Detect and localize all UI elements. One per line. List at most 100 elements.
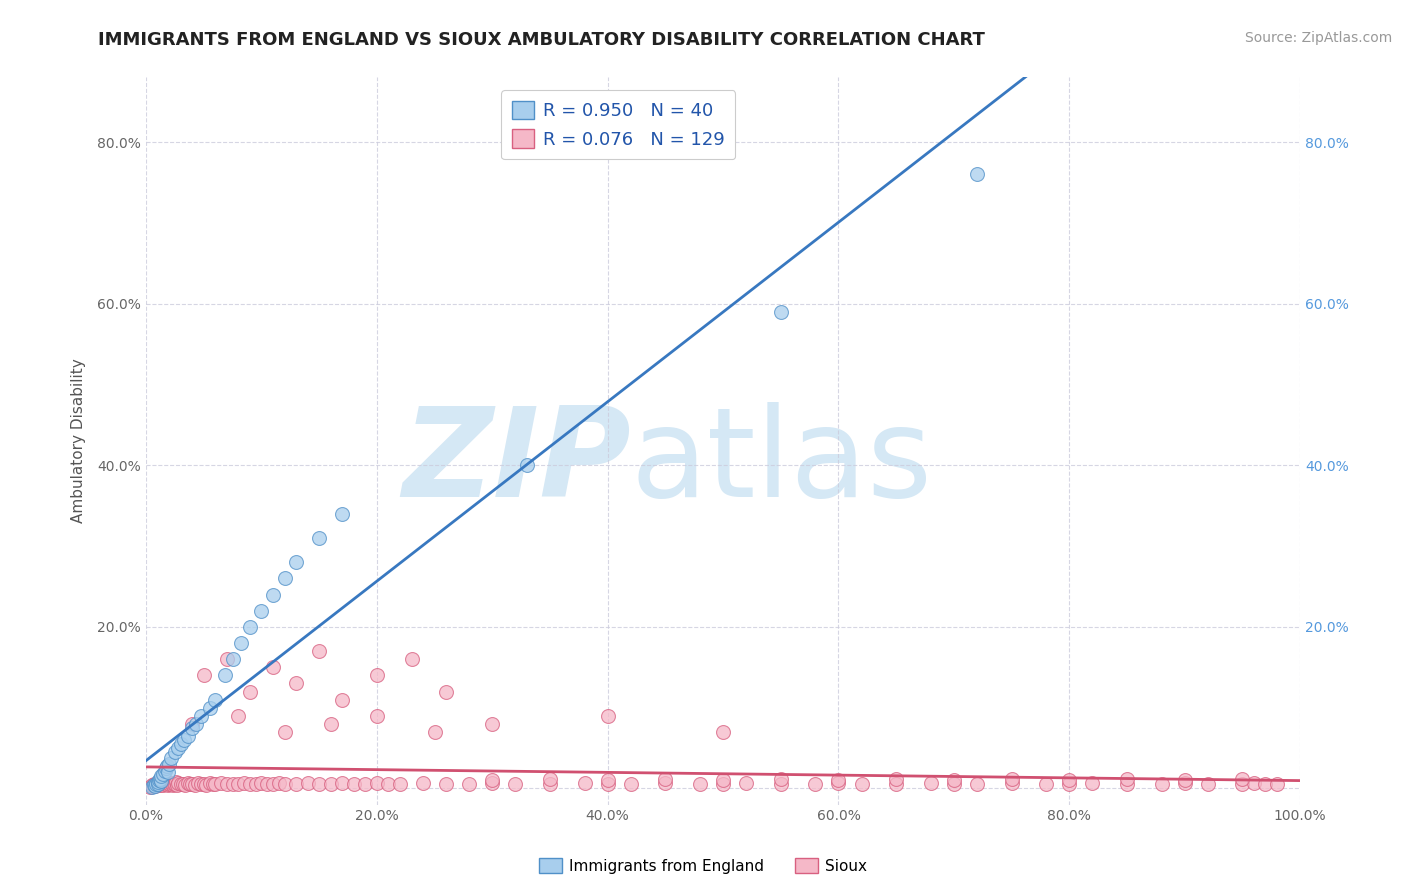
Point [1265, 777, 1288, 791]
Point [516, 458, 538, 473]
Point [388, 777, 411, 791]
Point [1035, 776, 1057, 790]
Point [165, 775, 187, 789]
Point [620, 777, 643, 791]
Point [942, 776, 965, 790]
Point [239, 684, 262, 698]
Point [966, 777, 988, 791]
Point [1000, 772, 1022, 786]
Point [1059, 773, 1081, 788]
Point [920, 776, 942, 790]
Point [138, 780, 160, 794]
Point [1174, 776, 1197, 790]
Point [250, 604, 273, 618]
Point [827, 773, 849, 788]
Point [735, 776, 758, 790]
Point [195, 778, 218, 792]
Point [221, 776, 243, 790]
Point [228, 777, 250, 791]
Point [143, 778, 166, 792]
Point [574, 776, 596, 790]
Point [1232, 777, 1254, 791]
Point [193, 668, 215, 682]
Point [538, 777, 561, 791]
Point [245, 777, 267, 791]
Point [273, 725, 295, 739]
Point [160, 776, 183, 790]
Text: IMMIGRANTS FROM ENGLAND VS SIOUX AMBULATORY DISABILITY CORRELATION CHART: IMMIGRANTS FROM ENGLAND VS SIOUX AMBULAT… [98, 31, 986, 49]
Point [228, 708, 250, 723]
Point [150, 776, 173, 790]
Point [538, 772, 561, 786]
Point [1243, 776, 1265, 790]
Point [308, 644, 330, 658]
Point [366, 776, 388, 790]
Point [250, 776, 273, 790]
Point [319, 777, 342, 791]
Point [285, 555, 308, 569]
Point [170, 737, 193, 751]
Point [150, 774, 173, 789]
Point [1254, 776, 1277, 790]
Point [273, 776, 295, 790]
Point [190, 708, 212, 723]
Point [162, 778, 184, 792]
Point [1116, 772, 1139, 786]
Point [179, 777, 201, 791]
Point [505, 776, 527, 790]
Point [273, 571, 295, 585]
Point [141, 778, 163, 792]
Point [143, 777, 166, 791]
Point [152, 776, 174, 790]
Point [193, 776, 215, 790]
Point [170, 777, 193, 791]
Point [160, 751, 183, 765]
Point [481, 773, 503, 788]
Point [153, 764, 176, 778]
Point [156, 759, 179, 773]
Point [174, 778, 197, 792]
Point [769, 776, 792, 790]
Point [262, 777, 284, 791]
Point [262, 588, 284, 602]
Point [221, 652, 243, 666]
Point [214, 668, 236, 682]
Point [172, 776, 194, 790]
Point [176, 729, 198, 743]
Point [481, 776, 503, 790]
Text: ZIP: ZIP [402, 402, 631, 524]
Point [1059, 777, 1081, 791]
Point [173, 733, 195, 747]
Point [769, 772, 792, 786]
Point [157, 776, 180, 790]
Point [187, 776, 209, 790]
Point [146, 776, 169, 790]
Point [942, 773, 965, 788]
Point [434, 684, 457, 698]
Point [285, 777, 308, 791]
Point [884, 772, 907, 786]
Point [149, 778, 172, 792]
Point [1174, 773, 1197, 788]
Point [148, 773, 170, 788]
Point [143, 779, 166, 793]
Legend: Immigrants from England, Sioux: Immigrants from England, Sioux [533, 852, 873, 880]
Point [163, 776, 186, 790]
Point [434, 776, 457, 790]
Point [654, 772, 676, 786]
Point [354, 777, 377, 791]
Point [156, 776, 179, 790]
Point [966, 168, 988, 182]
Point [308, 531, 330, 545]
Point [596, 773, 619, 788]
Point [239, 776, 262, 790]
Point [167, 741, 190, 756]
Point [401, 652, 423, 666]
Point [184, 716, 207, 731]
Point [1197, 776, 1219, 790]
Point [884, 777, 907, 791]
Point [1150, 777, 1173, 791]
Point [366, 668, 388, 682]
Point [711, 725, 734, 739]
Point [596, 776, 619, 790]
